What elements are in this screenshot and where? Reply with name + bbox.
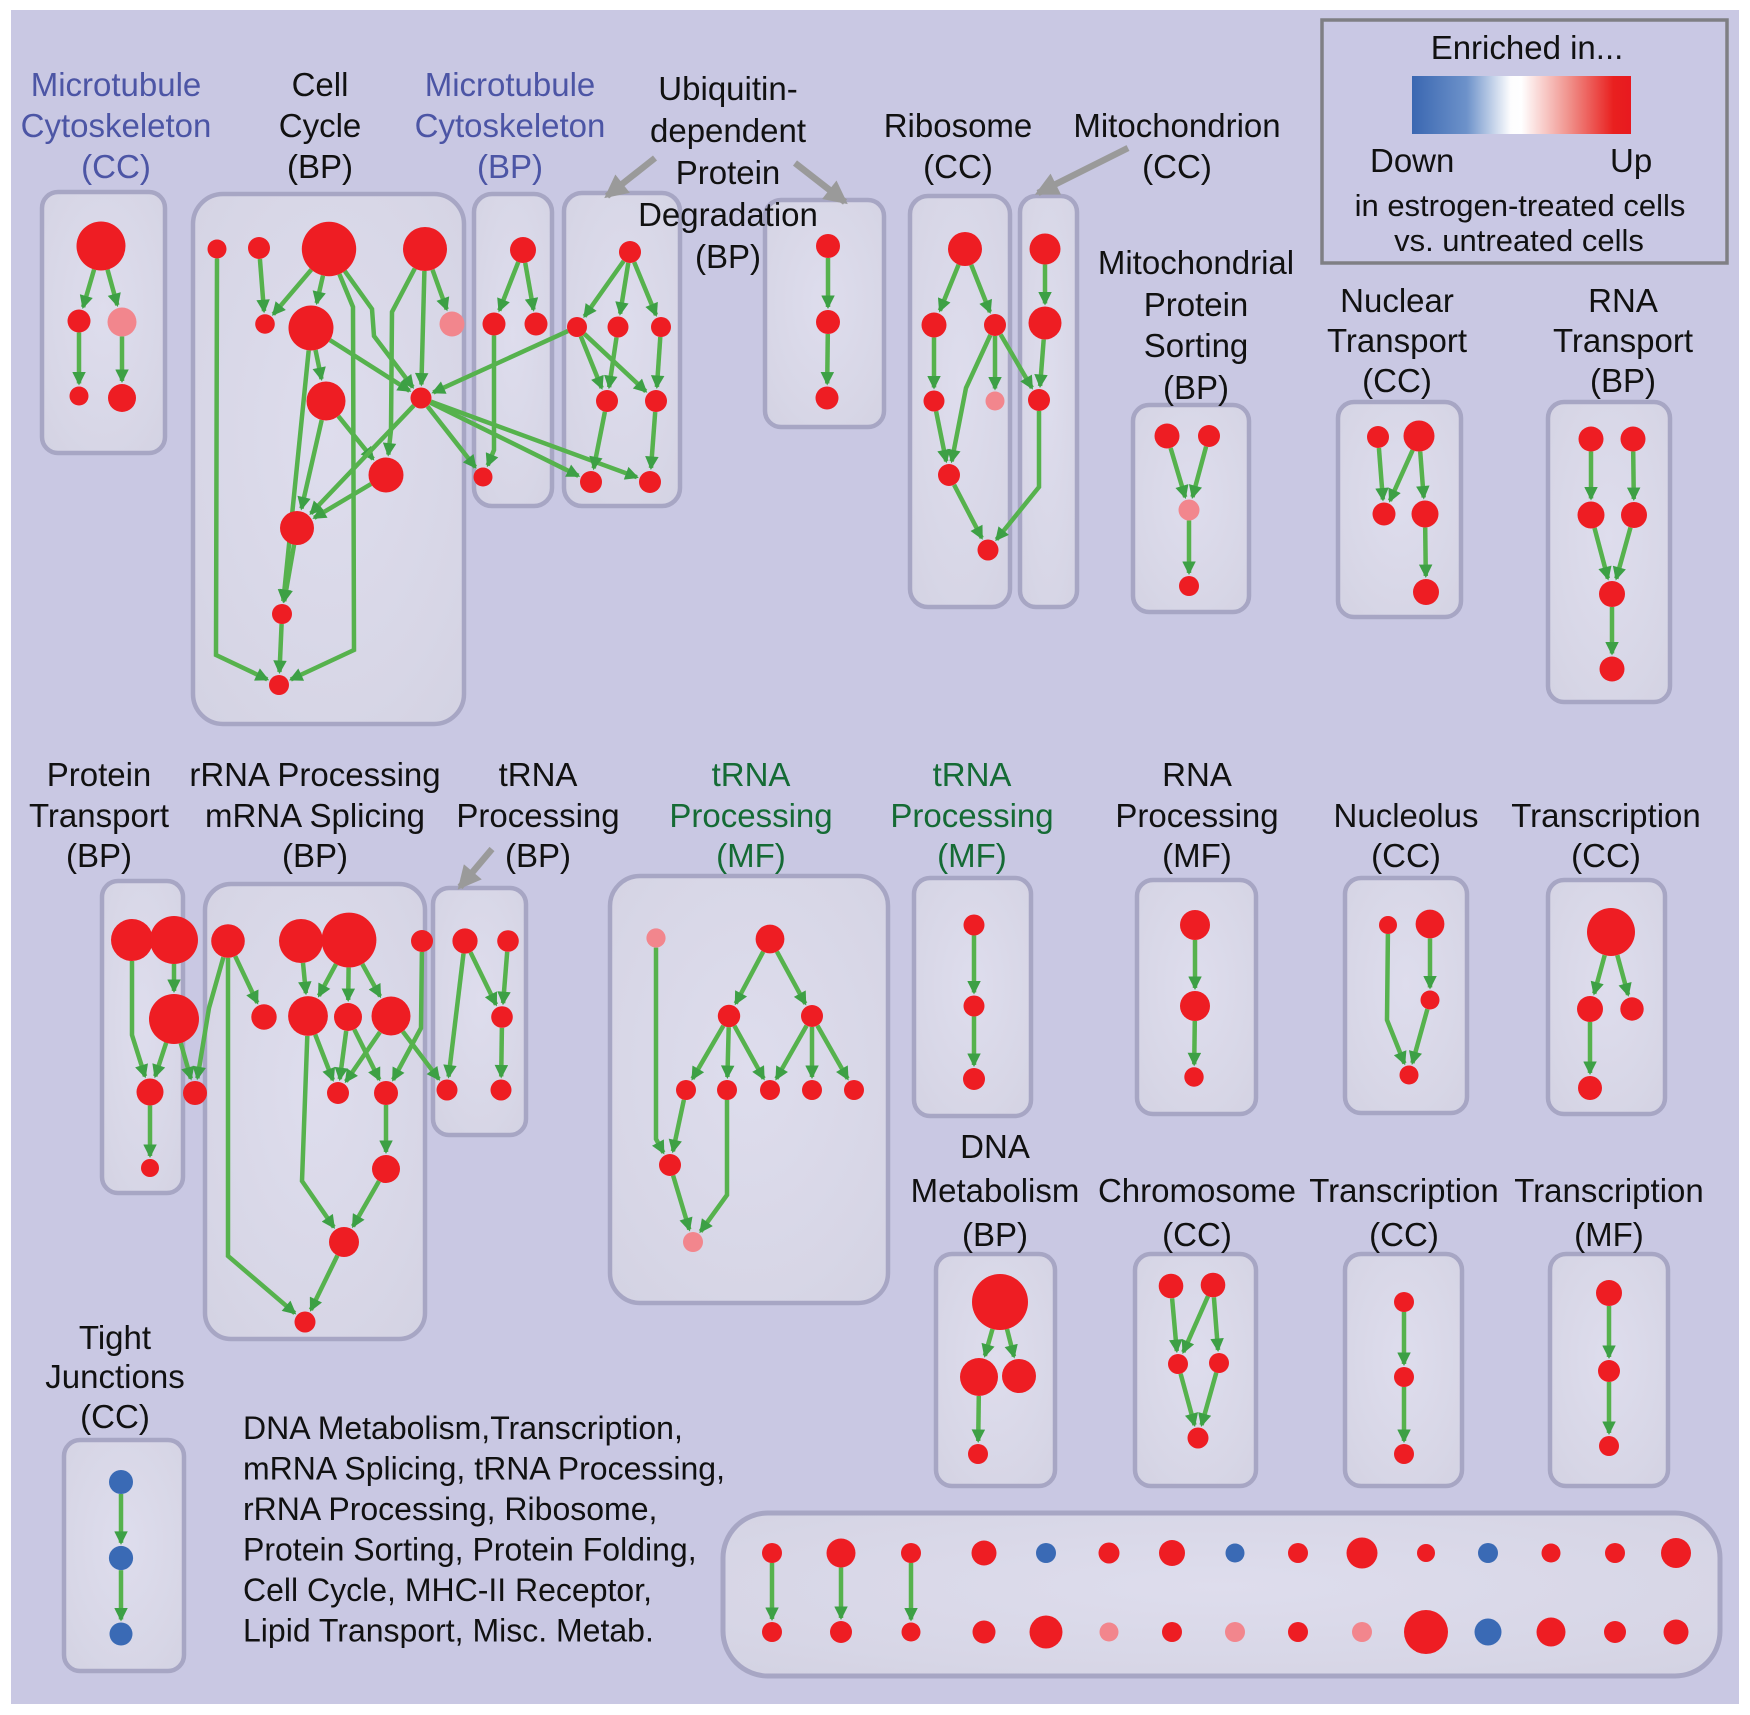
svg-text:Lipid Transport, Misc. Metab.: Lipid Transport, Misc. Metab. (243, 1613, 654, 1649)
svg-text:(BP): (BP) (505, 837, 571, 874)
svg-text:mRNA Splicing, tRNA Processing: mRNA Splicing, tRNA Processing, (243, 1451, 725, 1487)
svg-text:(MF): (MF) (716, 837, 786, 874)
svg-text:Protein: Protein (47, 756, 152, 793)
svg-text:Cytoskeleton: Cytoskeleton (415, 107, 606, 144)
svg-text:Up: Up (1610, 142, 1652, 179)
svg-text:(CC): (CC) (923, 148, 993, 185)
svg-text:RNA: RNA (1588, 282, 1658, 319)
svg-text:(BP): (BP) (1590, 362, 1656, 399)
svg-text:Down: Down (1370, 142, 1454, 179)
svg-text:Ubiquitin-: Ubiquitin- (658, 70, 797, 107)
svg-text:(BP): (BP) (287, 148, 353, 185)
svg-text:Cell: Cell (292, 66, 349, 103)
svg-text:(BP): (BP) (282, 837, 348, 874)
svg-text:Sorting: Sorting (1144, 327, 1249, 364)
svg-text:tRNA: tRNA (933, 756, 1012, 793)
svg-text:Transport: Transport (29, 797, 169, 834)
svg-text:Degradation: Degradation (638, 196, 818, 233)
svg-text:(CC): (CC) (80, 1398, 150, 1435)
svg-text:Microtubule: Microtubule (31, 66, 202, 103)
svg-text:DNA Metabolism,Transcription,: DNA Metabolism,Transcription, (243, 1410, 683, 1446)
svg-text:Transcription: Transcription (1309, 1172, 1499, 1209)
svg-text:Transport: Transport (1553, 322, 1693, 359)
svg-text:dependent: dependent (650, 112, 806, 149)
svg-text:(MF): (MF) (1162, 837, 1232, 874)
svg-text:(BP): (BP) (962, 1216, 1028, 1253)
svg-text:Cell Cycle, MHC-II Receptor,: Cell Cycle, MHC-II Receptor, (243, 1572, 652, 1608)
svg-text:vs. untreated cells: vs. untreated cells (1394, 223, 1644, 258)
svg-text:Enriched in...: Enriched in... (1431, 29, 1624, 66)
svg-text:Mitochondrial: Mitochondrial (1098, 244, 1294, 281)
svg-text:(BP): (BP) (477, 148, 543, 185)
svg-text:(CC): (CC) (1571, 837, 1641, 874)
svg-text:tRNA: tRNA (499, 756, 578, 793)
svg-text:Transcription: Transcription (1511, 797, 1701, 834)
svg-text:(CC): (CC) (81, 148, 151, 185)
svg-text:(CC): (CC) (1162, 1216, 1232, 1253)
svg-text:Cytoskeleton: Cytoskeleton (21, 107, 212, 144)
svg-text:Protein: Protein (676, 154, 781, 191)
svg-text:Protein Sorting, Protein Foldi: Protein Sorting, Protein Folding, (243, 1532, 697, 1568)
svg-text:tRNA: tRNA (712, 756, 791, 793)
svg-text:Ribosome: Ribosome (884, 107, 1033, 144)
svg-text:Processing: Processing (669, 797, 832, 834)
svg-text:(CC): (CC) (1142, 148, 1212, 185)
svg-text:Processing: Processing (890, 797, 1053, 834)
svg-text:(MF): (MF) (937, 837, 1007, 874)
svg-text:rRNA Processing: rRNA Processing (189, 756, 440, 793)
svg-text:Nuclear: Nuclear (1340, 282, 1454, 319)
svg-text:Protein: Protein (1144, 286, 1249, 323)
svg-text:(CC): (CC) (1371, 837, 1441, 874)
svg-text:Nucleolus: Nucleolus (1334, 797, 1479, 834)
svg-text:Microtubule: Microtubule (425, 66, 596, 103)
svg-text:Junctions: Junctions (45, 1358, 184, 1395)
svg-text:(BP): (BP) (1163, 369, 1229, 406)
svg-text:Chromosome: Chromosome (1098, 1172, 1296, 1209)
svg-text:in estrogen-treated cells: in estrogen-treated cells (1355, 188, 1686, 223)
svg-text:Tight: Tight (79, 1319, 151, 1356)
svg-text:rRNA Processing, Ribosome,: rRNA Processing, Ribosome, (243, 1491, 657, 1527)
svg-text:(CC): (CC) (1362, 362, 1432, 399)
svg-text:Processing: Processing (1115, 797, 1278, 834)
svg-text:Transcription: Transcription (1514, 1172, 1704, 1209)
svg-text:RNA: RNA (1162, 756, 1232, 793)
svg-text:Cycle: Cycle (279, 107, 362, 144)
svg-text:Transport: Transport (1327, 322, 1467, 359)
svg-text:DNA: DNA (960, 1128, 1030, 1165)
svg-text:(BP): (BP) (695, 238, 761, 275)
svg-text:Metabolism: Metabolism (911, 1172, 1080, 1209)
svg-text:(CC): (CC) (1369, 1216, 1439, 1253)
svg-text:mRNA Splicing: mRNA Splicing (205, 797, 425, 834)
svg-text:Processing: Processing (456, 797, 619, 834)
svg-text:(MF): (MF) (1574, 1216, 1644, 1253)
svg-text:(BP): (BP) (66, 837, 132, 874)
svg-text:Mitochondrion: Mitochondrion (1073, 107, 1280, 144)
